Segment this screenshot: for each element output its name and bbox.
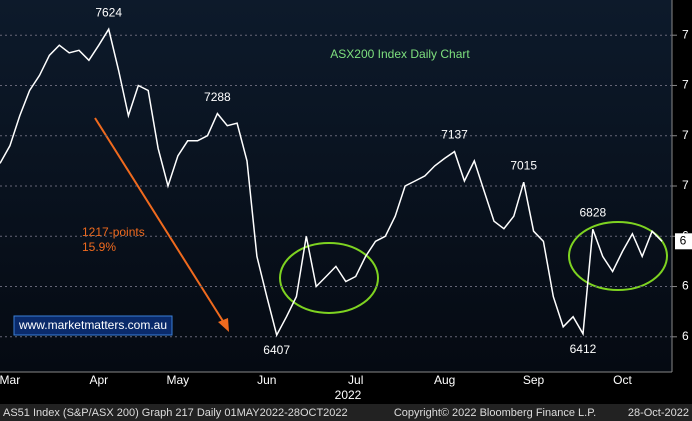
x-tick-label: Mar	[0, 373, 20, 387]
y-tick-label: 6	[682, 279, 689, 293]
point-label: 7137	[441, 128, 468, 142]
trend-arrow	[94, 117, 229, 332]
x-tick-label: Aug	[434, 373, 455, 387]
y-tick-label: 7	[682, 78, 689, 92]
footer-right: 28-Oct-2022	[628, 407, 689, 419]
watermark-box	[13, 315, 173, 336]
highlight-ellipse	[568, 221, 668, 291]
x-tick-label: May	[167, 373, 190, 387]
y-tick-label: 7	[682, 178, 689, 192]
last-price-box	[675, 233, 692, 250]
point-label: 6828	[579, 205, 606, 219]
x-tick-label: Jun	[257, 373, 276, 387]
x-tick-label: Sep	[523, 373, 545, 387]
price-line	[0, 27, 663, 338]
point-label: 6412	[570, 342, 597, 356]
x-tick-label: Oct	[613, 373, 632, 387]
chart-title: ASX200 Index Daily Chart	[330, 47, 470, 61]
x-tick-label: Jul	[348, 373, 363, 387]
footer-bar	[0, 404, 692, 421]
last-price-label: 6	[680, 233, 687, 247]
x-tick-label: Apr	[89, 373, 108, 387]
y-tick-label: 7	[682, 128, 689, 142]
year-label: 2022	[335, 388, 362, 402]
highlight-ellipse	[279, 242, 379, 314]
footer-middle: Copyright© 2022 Bloomberg Finance L.P.	[394, 407, 596, 419]
arrow-head	[218, 318, 229, 332]
footer-left: AS51 Index (S&P/ASX 200) Graph 217 Daily…	[3, 407, 348, 419]
point-label: 7015	[510, 158, 537, 172]
annotation: 15.9%	[82, 240, 116, 254]
point-label: 7624	[95, 5, 122, 19]
point-label: 6407	[263, 343, 290, 357]
point-label: 7288	[204, 90, 231, 104]
y-tick-label: 6	[682, 329, 689, 343]
watermark: www.marketmatters.com.au	[18, 318, 167, 332]
annotation: 1217-points	[82, 225, 145, 239]
y-tick-label: 7	[682, 27, 689, 41]
arrow-line	[94, 117, 227, 327]
